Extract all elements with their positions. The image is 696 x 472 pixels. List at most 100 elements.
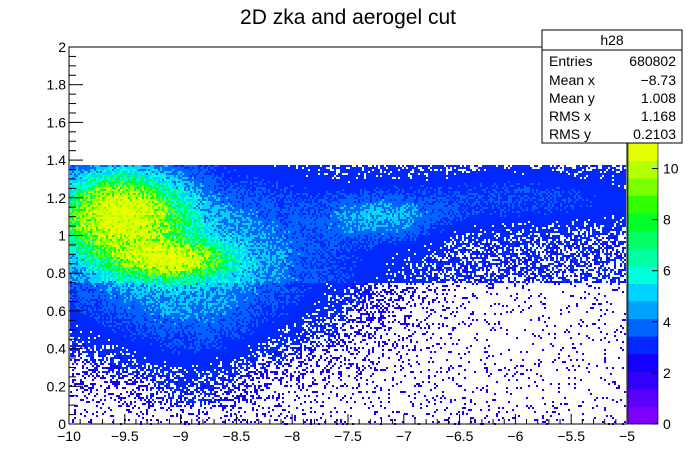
heatmap-cell bbox=[438, 171, 440, 173]
heatmap-cell bbox=[134, 165, 136, 167]
heatmap-cell bbox=[358, 193, 360, 195]
heatmap-cell bbox=[280, 191, 282, 193]
heatmap-cell bbox=[330, 171, 332, 173]
heatmap-cell bbox=[120, 187, 122, 189]
heatmap-cell bbox=[210, 187, 212, 189]
heatmap-cell bbox=[326, 181, 328, 183]
heatmap-cell bbox=[498, 169, 500, 171]
heatmap-cell bbox=[260, 189, 262, 191]
heatmap-cell bbox=[530, 195, 532, 197]
heatmap-cell bbox=[508, 191, 510, 193]
heatmap-cell bbox=[256, 183, 258, 185]
heatmap-cell bbox=[364, 201, 366, 203]
heatmap-cell bbox=[198, 201, 200, 203]
heatmap-cell bbox=[334, 197, 336, 199]
heatmap-cell bbox=[440, 195, 442, 197]
heatmap-cell bbox=[270, 169, 272, 171]
heatmap-cell bbox=[226, 191, 228, 193]
heatmap-cell bbox=[278, 195, 280, 197]
heatmap-cell bbox=[542, 189, 544, 191]
heatmap-cell bbox=[178, 197, 180, 199]
heatmap-cell bbox=[170, 187, 172, 189]
heatmap-cell bbox=[534, 191, 536, 193]
heatmap-cell bbox=[274, 187, 276, 189]
heatmap-cell bbox=[214, 191, 216, 193]
heatmap-cell bbox=[214, 169, 216, 171]
heatmap-cell bbox=[610, 193, 612, 195]
heatmap-cell bbox=[402, 195, 404, 197]
heatmap-cell bbox=[92, 185, 94, 187]
heatmap-cell bbox=[308, 187, 310, 189]
heatmap-cell bbox=[270, 177, 272, 179]
heatmap-cell bbox=[550, 169, 552, 171]
heatmap-cell bbox=[504, 189, 506, 191]
heatmap-cell bbox=[466, 173, 468, 175]
heatmap-cell bbox=[426, 187, 428, 189]
heatmap-cell bbox=[212, 165, 214, 167]
heatmap-cell bbox=[160, 179, 162, 181]
heatmap-cell bbox=[318, 175, 320, 177]
heatmap-cell bbox=[448, 183, 450, 185]
heatmap-cell bbox=[82, 201, 84, 203]
heatmap-cell bbox=[510, 191, 512, 193]
heatmap-cell bbox=[96, 173, 98, 175]
heatmap-cell bbox=[564, 195, 566, 197]
heatmap-cell bbox=[192, 201, 194, 203]
heatmap-cell bbox=[222, 181, 224, 183]
heatmap-cell bbox=[340, 177, 342, 179]
heatmap-cell bbox=[356, 175, 358, 177]
heatmap-cell bbox=[200, 193, 202, 195]
heatmap-cell bbox=[374, 177, 376, 179]
heatmap-cell bbox=[524, 193, 526, 195]
heatmap-cell bbox=[538, 177, 540, 179]
heatmap-cell bbox=[114, 183, 116, 185]
heatmap-cell bbox=[260, 187, 262, 189]
heatmap-cell bbox=[224, 167, 226, 169]
heatmap-cell bbox=[162, 193, 164, 195]
heatmap-cell bbox=[86, 197, 88, 199]
heatmap-cell bbox=[118, 199, 120, 201]
heatmap-cell bbox=[104, 181, 106, 183]
heatmap-cell bbox=[370, 187, 372, 189]
heatmap-cell bbox=[450, 191, 452, 193]
heatmap-cell bbox=[138, 171, 140, 173]
heatmap-cell bbox=[564, 167, 566, 169]
heatmap-cell bbox=[624, 171, 626, 173]
heatmap-cell bbox=[554, 187, 556, 189]
heatmap-cell bbox=[304, 187, 306, 189]
heatmap-cell bbox=[452, 201, 454, 203]
heatmap-cell bbox=[96, 167, 98, 169]
heatmap-cell bbox=[352, 199, 354, 201]
heatmap-cell bbox=[200, 169, 202, 171]
heatmap-cell bbox=[382, 179, 384, 181]
heatmap-cell bbox=[492, 177, 494, 179]
heatmap-cell bbox=[452, 187, 454, 189]
heatmap-cell bbox=[336, 185, 338, 187]
heatmap-cell bbox=[368, 167, 370, 169]
heatmap-cell bbox=[328, 191, 330, 193]
heatmap-cell bbox=[432, 199, 434, 201]
heatmap-cell bbox=[442, 195, 444, 197]
heatmap-cell bbox=[498, 167, 500, 169]
heatmap-cell bbox=[330, 187, 332, 189]
heatmap-cell bbox=[596, 175, 598, 177]
heatmap-cell bbox=[480, 189, 482, 191]
heatmap-cell bbox=[622, 183, 624, 185]
heatmap-cell bbox=[100, 197, 102, 199]
heatmap-cell bbox=[516, 179, 518, 181]
heatmap-cell bbox=[566, 185, 568, 187]
heatmap-cell bbox=[278, 165, 280, 167]
heatmap-cell bbox=[116, 165, 118, 167]
heatmap-cell bbox=[602, 199, 604, 201]
heatmap-cell bbox=[606, 173, 608, 175]
heatmap-cell bbox=[530, 177, 532, 179]
heatmap-cell bbox=[214, 189, 216, 191]
heatmap-cell bbox=[442, 189, 444, 191]
heatmap-cell bbox=[300, 179, 302, 181]
heatmap-cell bbox=[260, 173, 262, 175]
heatmap-cell bbox=[196, 199, 198, 201]
heatmap-cell bbox=[470, 169, 472, 171]
heatmap-cell bbox=[542, 183, 544, 185]
heatmap-cell bbox=[216, 201, 218, 203]
heatmap-cell bbox=[130, 195, 132, 197]
